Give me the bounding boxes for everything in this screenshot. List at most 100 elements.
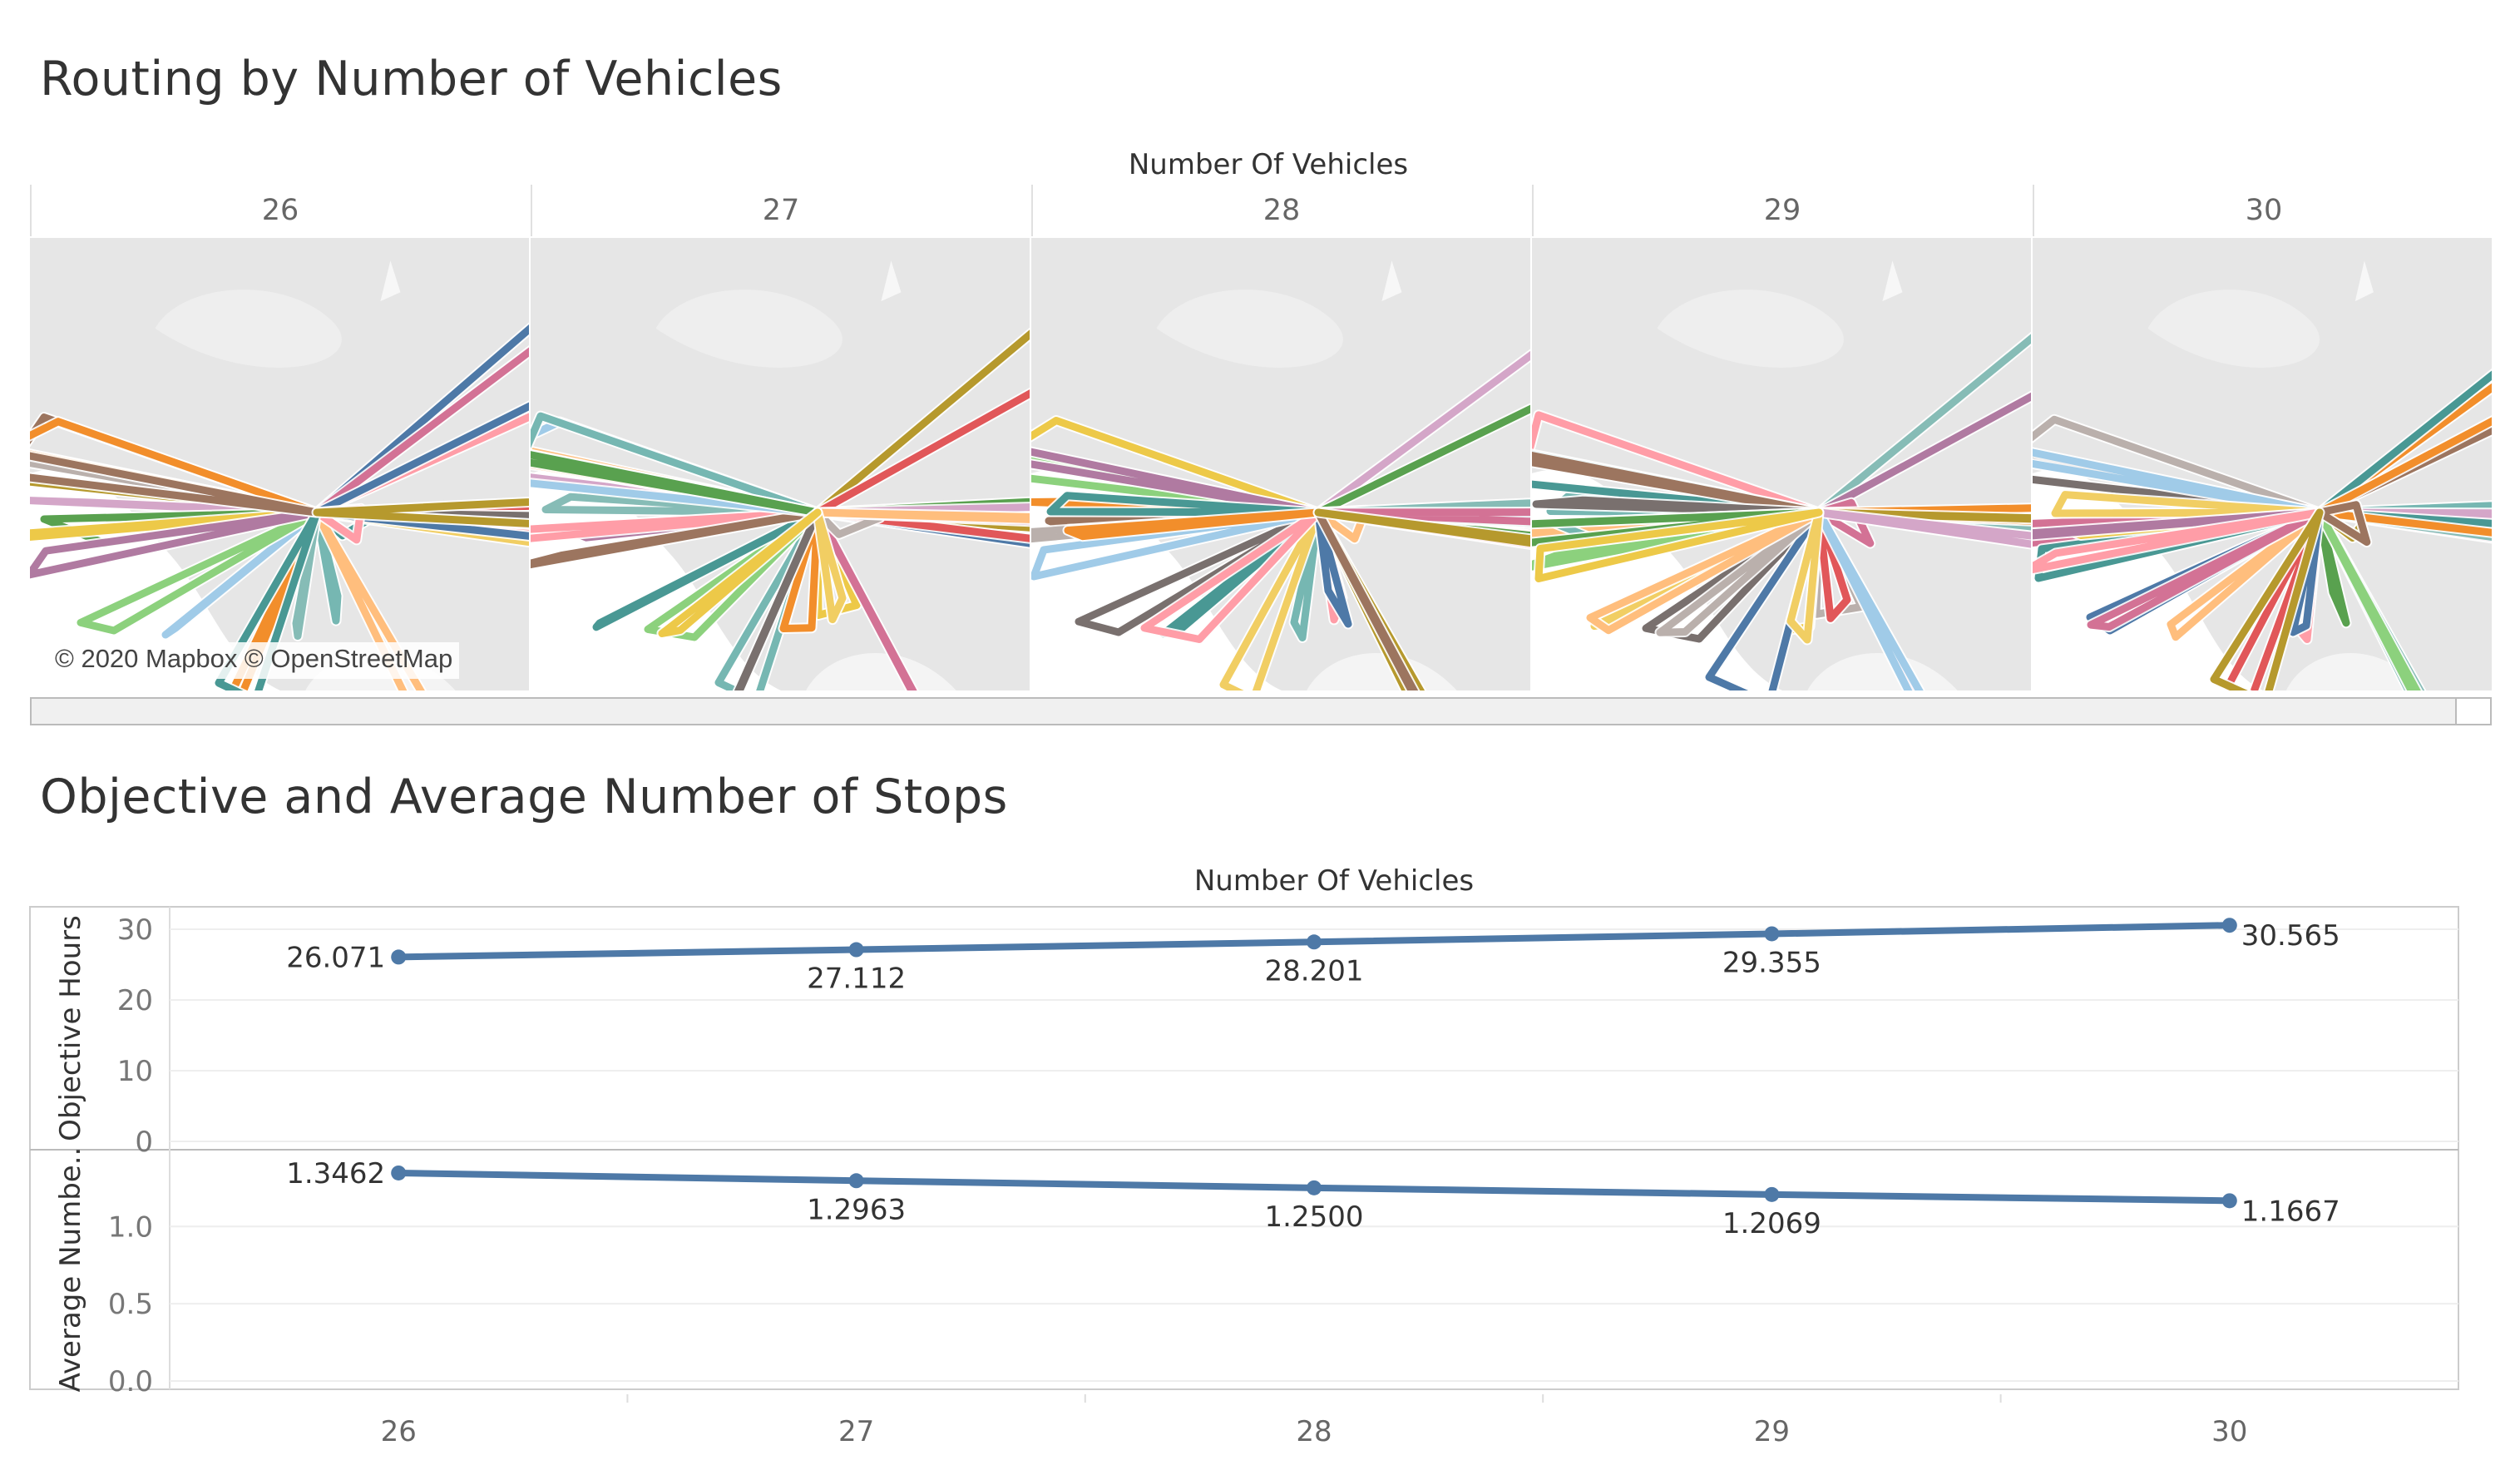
vehicle-route[interactable] bbox=[2315, 508, 2489, 690]
data-label: 30.565 bbox=[2241, 919, 2340, 953]
y-tick-label: 0.0 bbox=[108, 1365, 153, 1398]
chart-axis-header: Number Of Vehicles bbox=[1194, 864, 1474, 898]
vehicle-route[interactable] bbox=[813, 508, 847, 624]
vehicle-route[interactable] bbox=[813, 372, 1031, 543]
vehicle-route[interactable] bbox=[215, 508, 321, 690]
vehicle-route[interactable] bbox=[1219, 508, 1322, 690]
route-map-canvas bbox=[531, 238, 1031, 690]
vehicle-route[interactable] bbox=[1290, 508, 1322, 641]
route-map-30[interactable] bbox=[2033, 238, 2493, 690]
vehicle-route[interactable] bbox=[531, 428, 822, 517]
vehicle-route[interactable] bbox=[1815, 508, 2033, 525]
vehicle-route[interactable] bbox=[2033, 508, 2324, 540]
vehicle-route[interactable] bbox=[77, 508, 321, 635]
data-point[interactable] bbox=[2221, 918, 2237, 933]
vehicle-route[interactable] bbox=[1314, 508, 1532, 531]
vehicle-route[interactable] bbox=[313, 493, 531, 537]
vehicle-route[interactable] bbox=[1586, 508, 1823, 635]
vehicle-route[interactable] bbox=[1031, 420, 1322, 517]
data-point[interactable] bbox=[1764, 926, 1780, 942]
vehicle-route[interactable] bbox=[779, 508, 822, 632]
y-tick-label: 0 bbox=[135, 1126, 153, 1159]
data-point[interactable] bbox=[391, 949, 407, 965]
objective-stops-chart: Number Of Vehicles Objective Hours 0 10 20 3… bbox=[29, 864, 2459, 1448]
route-map-canvas bbox=[30, 238, 531, 690]
y-tick-label: 0.5 bbox=[108, 1288, 153, 1321]
vehicle-route[interactable] bbox=[2210, 508, 2324, 690]
vehicle-route[interactable] bbox=[813, 508, 1031, 526]
vehicle-route[interactable] bbox=[229, 508, 321, 690]
route-map-29[interactable] bbox=[1532, 238, 2033, 690]
vehicle-route[interactable] bbox=[1314, 495, 1532, 536]
x-tick-label: 29 bbox=[1754, 1415, 1790, 1448]
vehicle-route[interactable] bbox=[1532, 496, 1823, 517]
vehicle-route[interactable] bbox=[2315, 501, 2371, 547]
data-point[interactable] bbox=[1307, 1180, 1322, 1195]
vehicle-route[interactable] bbox=[1815, 508, 1851, 622]
route-map-27[interactable] bbox=[531, 238, 1031, 690]
vehicle-route[interactable] bbox=[1815, 508, 2033, 576]
y-axis-title: Objective Hours bbox=[54, 915, 87, 1141]
data-label: 29.355 bbox=[1722, 946, 1821, 979]
vehicle-route[interactable] bbox=[1314, 508, 1532, 572]
vehicle-route[interactable] bbox=[1656, 508, 1823, 636]
x-tick-label: 26 bbox=[381, 1415, 417, 1448]
vehicle-route[interactable] bbox=[1534, 508, 1823, 582]
data-point[interactable] bbox=[2221, 1193, 2237, 1209]
vehicle-route[interactable] bbox=[734, 508, 822, 690]
vehicle-route[interactable] bbox=[30, 497, 321, 517]
data-point[interactable] bbox=[391, 1165, 407, 1180]
vehicle-route[interactable] bbox=[292, 508, 321, 640]
vehicle-route[interactable] bbox=[658, 508, 822, 637]
vehicle-route[interactable] bbox=[531, 508, 822, 569]
vehicle-route[interactable] bbox=[2315, 324, 2493, 527]
vehicle-route[interactable] bbox=[2315, 376, 2493, 542]
vehicle-route[interactable] bbox=[1140, 508, 1322, 643]
data-point[interactable] bbox=[1307, 934, 1322, 950]
vehicle-route[interactable] bbox=[2315, 508, 2350, 627]
vehicle-route[interactable] bbox=[1064, 508, 1322, 541]
y-tick-label: 10 bbox=[117, 1055, 153, 1088]
data-label: 1.2963 bbox=[807, 1193, 906, 1226]
data-point[interactable] bbox=[848, 942, 864, 958]
vehicle-route[interactable] bbox=[813, 502, 1031, 531]
vehicle-route[interactable] bbox=[1046, 492, 1322, 517]
vehicle-route[interactable] bbox=[30, 449, 321, 517]
vehicle-route[interactable] bbox=[1532, 429, 1823, 517]
route-map-canvas bbox=[1532, 238, 2033, 690]
vehicle-route[interactable] bbox=[313, 508, 342, 625]
horizontal-scrollbar[interactable] bbox=[30, 697, 2492, 725]
vehicle-route[interactable] bbox=[30, 508, 321, 541]
y-tick-label: 30 bbox=[117, 913, 153, 947]
vehicle-route[interactable] bbox=[2167, 508, 2324, 641]
vehicle-route[interactable] bbox=[2087, 508, 2324, 631]
vehicle-route[interactable] bbox=[813, 508, 988, 690]
scrollbar-end-button[interactable] bbox=[2455, 699, 2490, 724]
vehicle-route[interactable] bbox=[161, 508, 321, 639]
vehicle-route[interactable] bbox=[592, 508, 822, 631]
data-point[interactable] bbox=[1764, 1186, 1780, 1202]
vehicle-route[interactable] bbox=[1815, 504, 2033, 530]
vehicle-route[interactable] bbox=[2315, 508, 2493, 529]
vehicle-route[interactable] bbox=[2224, 508, 2324, 690]
map-attribution[interactable]: © 2020 Mapbox © OpenStreetMap bbox=[48, 642, 460, 679]
vehicle-route[interactable] bbox=[531, 508, 822, 542]
vehicle-route[interactable] bbox=[1786, 508, 1823, 644]
route-map-28[interactable] bbox=[1031, 238, 1532, 690]
vehicle-route[interactable] bbox=[2033, 508, 2324, 574]
map-column-28: 28 bbox=[1031, 185, 1530, 236]
objective-title: Objective and Average Number of Stops bbox=[40, 770, 1008, 824]
route-map-26[interactable] bbox=[30, 238, 531, 690]
vehicle-route[interactable] bbox=[2051, 491, 2324, 517]
vehicle-route[interactable] bbox=[1314, 508, 1485, 690]
vehicle-route[interactable] bbox=[1815, 508, 2000, 690]
vehicle-route[interactable] bbox=[313, 379, 531, 540]
vehicle-route[interactable] bbox=[2033, 422, 2324, 517]
x-tick-label: 30 bbox=[2211, 1415, 2247, 1448]
data-label: 1.1667 bbox=[2241, 1195, 2340, 1228]
vehicle-route[interactable] bbox=[30, 508, 321, 579]
vehicle-route[interactable] bbox=[1314, 508, 1352, 628]
data-point[interactable] bbox=[848, 1173, 864, 1189]
maps-panel: 26 27 28 29 30 © 2020 Mapbox © OpenStree… bbox=[30, 185, 2493, 740]
maps-axis-header: Number Of Vehicles bbox=[1128, 148, 1409, 181]
